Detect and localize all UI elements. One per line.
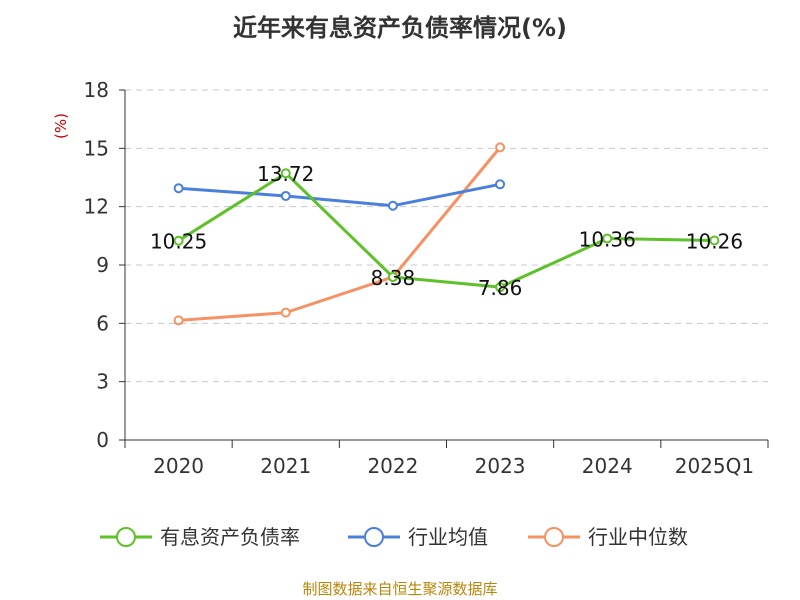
data-point [495, 282, 506, 293]
data-point [387, 272, 398, 283]
data-point [280, 190, 291, 201]
data-labels: 10.25 13.72 8.38 7.86 10.36 10.26 [150, 162, 743, 300]
y-tick-label: 9 [96, 253, 109, 277]
source-note: 制图数据来自恒生聚源数据库 [302, 580, 498, 598]
data-point [602, 233, 613, 244]
x-tick-label: 2022 [367, 454, 418, 478]
legend: 有息资产负债率 行业均值 行业中位数 [100, 525, 688, 549]
legend-label: 行业均值 [408, 525, 488, 549]
grid-lines [125, 89, 768, 383]
data-point [495, 179, 506, 190]
x-tick-label: 2020 [153, 454, 204, 478]
legend-item: 行业均值 [348, 525, 488, 549]
series-lines [173, 142, 720, 326]
data-point [495, 142, 506, 153]
data-point [280, 168, 291, 179]
x-tick-label: 2023 [475, 454, 526, 478]
chart-title: 近年来有息资产负债率情况(%) [233, 14, 567, 42]
data-point [173, 183, 184, 194]
axes: 0 3 6 9 12 15 18 2020 2021 2022 2023 2024 2025Q1 [84, 78, 769, 478]
x-tick-label: 2024 [582, 454, 633, 478]
data-point [173, 315, 184, 326]
data-point [173, 235, 184, 246]
y-tick-label: 15 [84, 136, 109, 160]
data-label: 10.26 [686, 230, 743, 254]
y-axis-label: (%) [52, 113, 70, 139]
legend-marker [544, 527, 564, 547]
y-tick-label: 18 [84, 78, 109, 102]
data-label: 10.25 [150, 230, 207, 254]
legend-item: 有息资产负债率 [100, 525, 300, 549]
series-line [178, 182, 501, 208]
data-label: 7.86 [478, 276, 523, 300]
legend-label: 有息资产负债率 [160, 525, 300, 549]
data-point [387, 200, 398, 211]
data-label: 8.38 [371, 266, 416, 290]
data-label: 10.36 [579, 228, 636, 252]
y-tick-label: 3 [96, 370, 109, 394]
legend-marker [364, 527, 384, 547]
x-tick-label: 2025Q1 [675, 454, 754, 478]
legend-marker [116, 527, 136, 547]
data-label: 13.72 [257, 162, 314, 186]
x-tick-label: 2021 [260, 454, 311, 478]
series-line [178, 146, 502, 322]
data-point [280, 307, 291, 318]
y-tick-label: 0 [96, 428, 109, 452]
legend-label: 行业中位数 [588, 525, 688, 549]
data-point [709, 235, 720, 246]
y-tick-label: 6 [96, 311, 109, 335]
series-line [177, 171, 715, 289]
y-tick-label: 12 [84, 195, 109, 219]
legend-item: 行业中位数 [528, 525, 688, 549]
